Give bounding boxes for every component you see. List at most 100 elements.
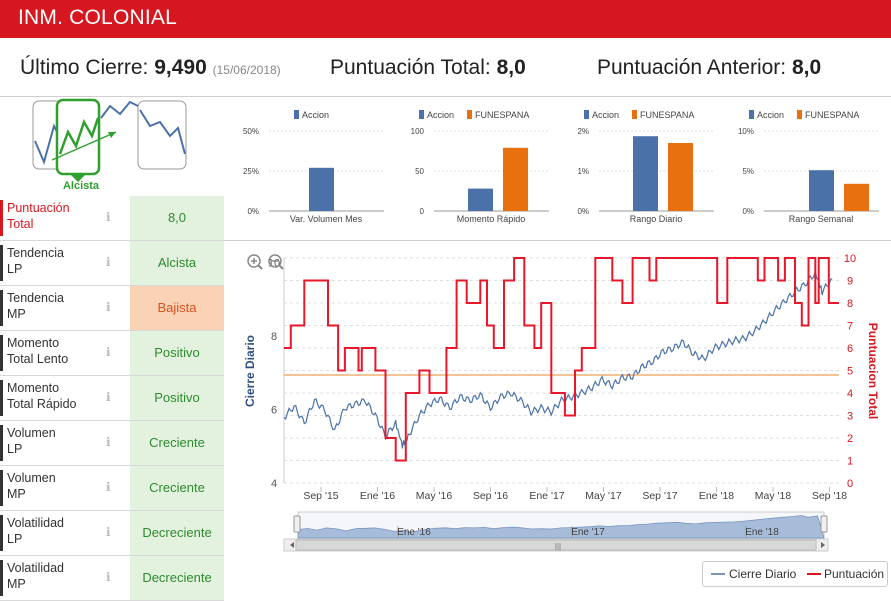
indicator-value: Decreciente — [130, 556, 224, 600]
mini-chart-2: Accion FUNESPANA 0 50 100 Momento Rápido — [411, 110, 549, 224]
info-icon[interactable]: ℹ — [106, 255, 111, 269]
mini-chart-title: Rango Semanal — [789, 214, 854, 224]
total-score: Puntuación Total: 8,0 — [330, 56, 526, 80]
y-tick-label: 50 — [415, 167, 424, 176]
bar-funespana[interactable] — [503, 147, 528, 211]
indicator-marker — [0, 290, 3, 326]
indicator-value: Bajista — [130, 286, 224, 330]
cierre-diario-series[interactable] — [283, 270, 833, 449]
last-close-label: Último Cierre: — [20, 56, 149, 79]
last-close-date: (15/06/2018) — [212, 63, 281, 77]
y-tick-label: 100 — [411, 127, 425, 136]
trend-thumb-lateral-line — [139, 109, 186, 155]
legend-svg: Cierre Diario Puntuación — [711, 567, 884, 581]
x-tick-label: Sep '15 — [303, 490, 338, 502]
indicator-row[interactable]: Tendencia MP ℹ Bajista — [0, 286, 224, 331]
right-tick-label: 9 — [847, 276, 853, 288]
legend-label: Accion — [302, 110, 329, 120]
bar-accion[interactable] — [309, 167, 334, 211]
legend-cierre-label[interactable]: Cierre Diario — [729, 567, 797, 581]
info-icon[interactable]: ℹ — [106, 390, 111, 404]
indicator-row[interactable]: Volatilidad MP ℹ Decreciente — [0, 556, 224, 601]
info-icon[interactable]: ℹ — [106, 435, 111, 449]
bar-accion[interactable] — [468, 188, 493, 211]
last-close-value: 9,490 — [154, 56, 207, 79]
y-tick-label: 25% — [243, 167, 259, 176]
previous-score-label: Puntuación Anterior: — [597, 56, 787, 79]
trend-arrow-head-icon — [108, 132, 116, 138]
y-tick-label: 50% — [243, 127, 259, 136]
info-icon[interactable]: ℹ — [106, 525, 111, 539]
trend-thumb-middle-line — [100, 100, 139, 119]
x-tick-label: Ene '18 — [699, 490, 734, 502]
right-tick-label: 4 — [847, 388, 853, 400]
legend-swatch — [584, 110, 589, 119]
x-tick-label: Ene '16 — [360, 490, 395, 502]
info-icon[interactable]: ℹ — [106, 210, 111, 224]
indicator-row[interactable]: Puntuación Total ℹ 8,0 — [0, 196, 224, 241]
puntuacion-series[interactable] — [284, 257, 839, 462]
indicator-value: Positivo — [130, 331, 224, 375]
legend-puntuacion-label[interactable]: Puntuación — [824, 567, 884, 581]
indicator-label: Momento Total Lento — [7, 336, 69, 366]
total-score-value: 8,0 — [496, 56, 526, 79]
x-tick-label: Sep '18 — [812, 490, 847, 502]
scroll-right-icon[interactable] — [821, 542, 825, 548]
trend-arrow — [51, 131, 117, 161]
x-tick-label: Ene '17 — [529, 490, 564, 502]
indicator-label: Volumen LP — [7, 426, 56, 456]
indicator-marker — [0, 200, 3, 236]
zoom-in-icon[interactable] — [247, 254, 263, 270]
info-icon[interactable]: ℹ — [106, 480, 111, 494]
legend-label: Accion — [427, 110, 454, 120]
page-header: INM. COLONIAL — [0, 0, 891, 38]
navigator-tick-label: Ene '18 — [745, 527, 779, 538]
indicator-row[interactable]: Momento Total Rápido ℹ Positivo — [0, 376, 224, 421]
indicator-row[interactable]: Volumen MP ℹ Creciente — [0, 466, 224, 511]
right-tick-label: 0 — [847, 478, 853, 490]
navigator-handle-left[interactable] — [293, 515, 301, 533]
indicator-marker — [0, 560, 3, 596]
y-tick-label: 0% — [577, 207, 589, 216]
x-tick-label: May '17 — [585, 490, 622, 502]
indicator-value: 8,0 — [130, 196, 224, 240]
indicator-label: Volumen MP — [7, 471, 56, 501]
indicator-label: Tendencia MP — [7, 291, 64, 321]
legend-swatch — [632, 110, 637, 119]
indicator-row[interactable]: Momento Total Lento ℹ Positivo — [0, 331, 224, 376]
scrollbar[interactable]: ||| — [283, 538, 829, 552]
info-icon[interactable]: ℹ — [106, 570, 111, 584]
navigator-handle-right[interactable] — [820, 515, 828, 533]
bar-funespana[interactable] — [668, 143, 693, 211]
legend-label: Accion — [757, 110, 784, 120]
selected-pointer-icon — [70, 174, 86, 182]
mini-chart-3: Accion FUNESPANA 0% 1% 2% Rango Diario — [577, 110, 714, 224]
y-tick-label: 0% — [247, 207, 259, 216]
main-chart-legend: Cierre Diario Puntuación — [702, 561, 888, 587]
indicator-row[interactable]: Volatilidad LP ℹ Decreciente — [0, 511, 224, 556]
indicator-row[interactable]: Tendencia LP ℹ Alcista — [0, 241, 224, 286]
scrollbar-thumb[interactable] — [295, 539, 817, 551]
zoom-out-circle — [268, 254, 282, 268]
indicator-value: Positivo — [130, 376, 224, 420]
x-tick-label: May '18 — [755, 490, 792, 502]
trend-selected-label: Alcista — [63, 180, 100, 192]
info-icon[interactable]: ℹ — [106, 300, 111, 314]
zoom-out-icon[interactable] — [268, 254, 284, 270]
bar-accion[interactable] — [633, 136, 658, 211]
right-tick-label: 1 — [847, 456, 853, 468]
trend-thumb-lateral[interactable] — [137, 100, 187, 170]
bar-accion[interactable] — [809, 170, 834, 211]
zoom-in-circle — [247, 254, 261, 268]
indicator-value: Creciente — [130, 421, 224, 465]
info-icon[interactable]: ℹ — [106, 345, 111, 359]
navigator[interactable]: Ene '16 Ene '17 Ene '18 — [293, 511, 828, 539]
scroll-left-icon[interactable] — [290, 542, 294, 548]
navigator-tick-label: Ene '16 — [397, 527, 431, 538]
y-tick-label: 10% — [738, 127, 754, 136]
y-tick-label: 1% — [577, 167, 589, 176]
bar-funespana[interactable] — [844, 183, 869, 211]
indicator-row[interactable]: Volumen LP ℹ Creciente — [0, 421, 224, 466]
trend-thumb-bullish-line — [58, 117, 100, 155]
company-title: INM. COLONIAL — [18, 6, 177, 29]
